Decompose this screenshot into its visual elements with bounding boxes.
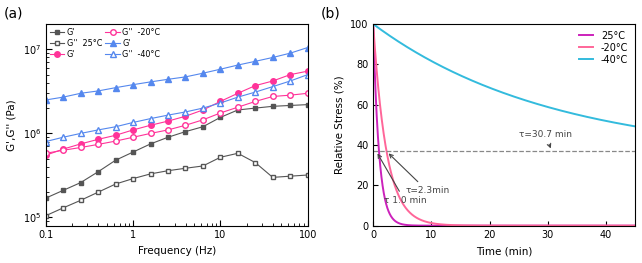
25°C	[631, 224, 639, 227]
Text: τ=30.7 min: τ=30.7 min	[519, 130, 571, 147]
25°C	[623, 224, 631, 227]
-20°C	[623, 224, 631, 227]
25°C	[490, 224, 498, 227]
-20°C	[575, 224, 583, 227]
-20°C	[497, 224, 505, 227]
Y-axis label: G',G'' (Pa): G',G'' (Pa)	[7, 99, 17, 151]
-40°C	[575, 114, 583, 117]
-20°C	[383, 150, 390, 153]
-40°C	[623, 123, 631, 127]
-40°C	[369, 22, 377, 26]
Legend: G', G''  25°C, G', G''  -20°C, G', G''  -40°C: G', G'' 25°C, G', G'' -20°C, G', G'' -40…	[48, 27, 162, 61]
Text: τ 1.0 min: τ 1.0 min	[378, 155, 426, 205]
Text: (b): (b)	[321, 7, 340, 21]
-20°C	[490, 224, 498, 227]
Line: -40°C: -40°C	[373, 24, 635, 126]
Text: τ=2.3min: τ=2.3min	[390, 154, 449, 195]
-40°C	[631, 125, 639, 128]
-40°C	[623, 123, 631, 127]
-40°C	[497, 90, 505, 93]
-20°C	[631, 224, 639, 227]
Line: -20°C: -20°C	[373, 24, 635, 226]
25°C	[369, 22, 377, 26]
Line: 25°C: 25°C	[373, 24, 635, 226]
Legend: 25°C, -20°C, -40°C: 25°C, -20°C, -40°C	[575, 27, 632, 69]
25°C	[575, 224, 583, 227]
Text: (a): (a)	[4, 7, 23, 21]
-20°C	[369, 22, 377, 26]
25°C	[497, 224, 505, 227]
X-axis label: Time (min): Time (min)	[476, 246, 532, 256]
25°C	[623, 224, 631, 227]
-20°C	[623, 224, 631, 227]
25°C	[383, 204, 390, 207]
X-axis label: Frequency (Hz): Frequency (Hz)	[137, 246, 216, 256]
-40°C	[383, 32, 390, 35]
Y-axis label: Relative Stress (%): Relative Stress (%)	[334, 75, 344, 174]
-40°C	[490, 88, 498, 91]
